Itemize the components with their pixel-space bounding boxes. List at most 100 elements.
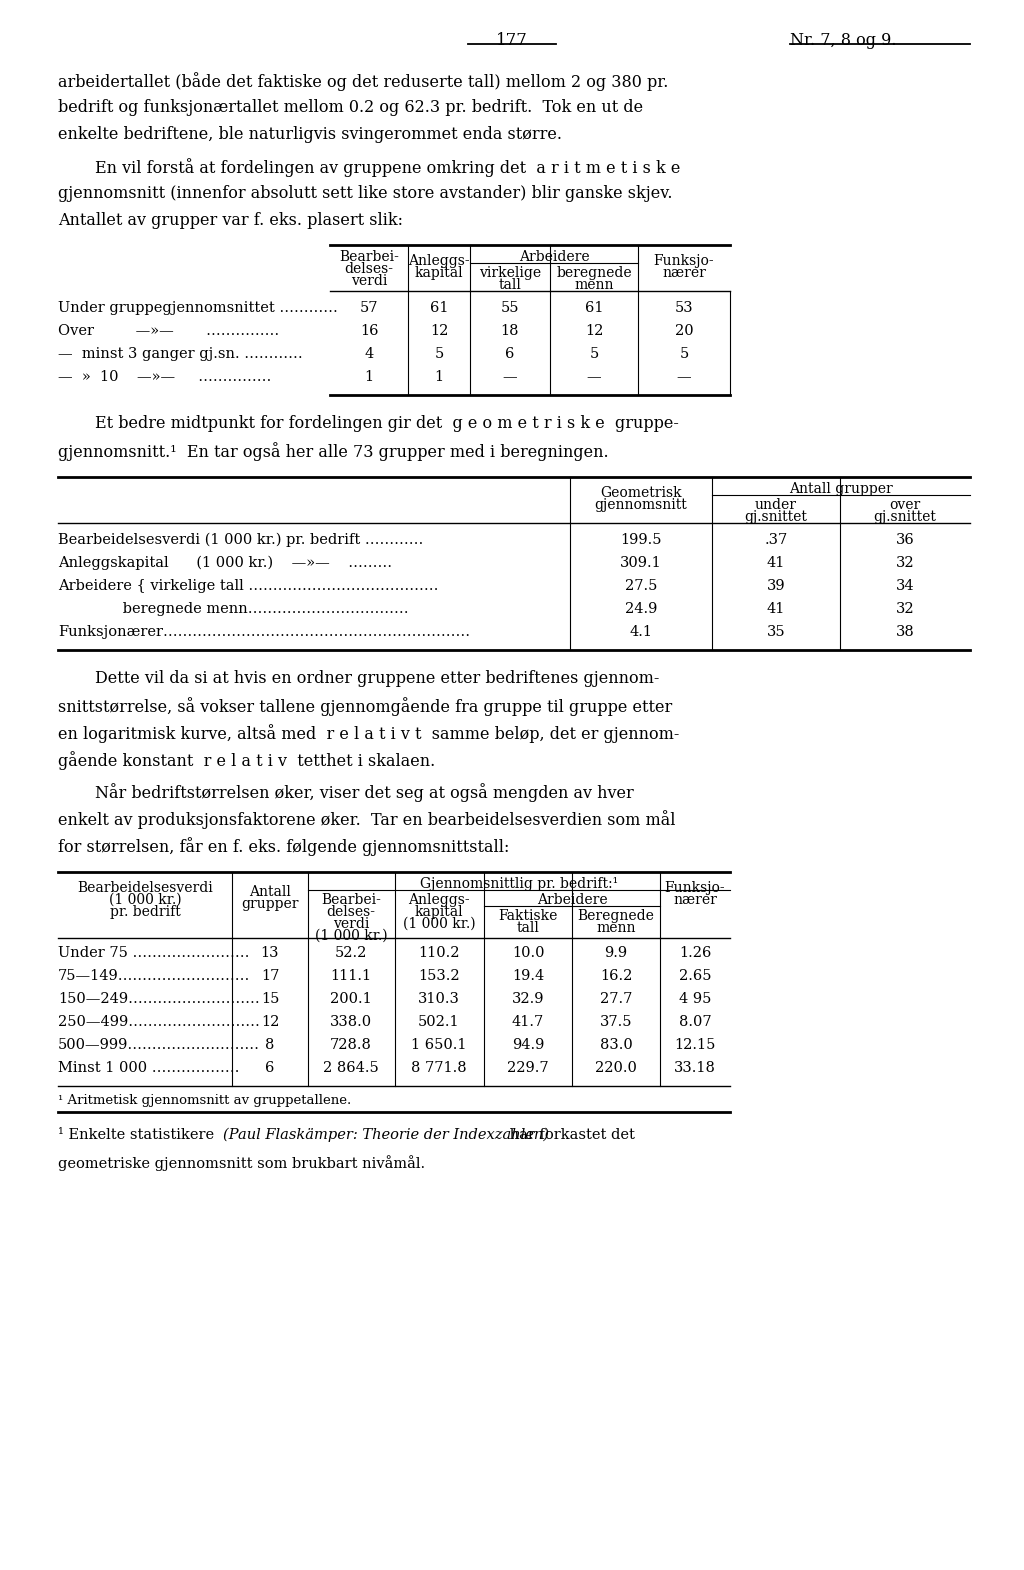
Text: 111.1: 111.1 (331, 969, 372, 983)
Text: 10.0: 10.0 (512, 947, 544, 959)
Text: 41: 41 (767, 601, 785, 615)
Text: 32: 32 (896, 556, 914, 570)
Text: Antallet av grupper var f. eks. plasert slik:: Antallet av grupper var f. eks. plasert … (58, 212, 403, 229)
Text: Minst 1 000 ………………: Minst 1 000 ……………… (58, 1061, 240, 1075)
Text: Over         —»—       ……………: Over —»— …………… (58, 323, 280, 338)
Text: Geometrisk: Geometrisk (600, 487, 682, 499)
Text: 5: 5 (590, 347, 599, 361)
Text: 500—999………………………: 500—999……………………… (58, 1038, 260, 1052)
Text: 177: 177 (496, 31, 528, 49)
Text: 15: 15 (261, 992, 280, 1006)
Text: tall: tall (499, 278, 521, 292)
Text: Dette vil da si at hvis en ordner gruppene etter bedriftenes gjennom-: Dette vil da si at hvis en ordner gruppe… (95, 670, 659, 688)
Text: 8: 8 (265, 1038, 274, 1052)
Text: beregnede menn……………………………: beregnede menn…………………………… (58, 601, 409, 615)
Text: Et bedre midtpunkt for fordelingen gir det  g e o m e t r i s k e  gruppe-: Et bedre midtpunkt for fordelingen gir d… (95, 414, 679, 432)
Text: 18: 18 (501, 323, 519, 338)
Text: under: under (755, 498, 797, 512)
Text: tall: tall (516, 922, 540, 936)
Text: Antall: Antall (249, 885, 291, 900)
Text: for størrelsen, får en f. eks. følgende gjennomsnittstall:: for størrelsen, får en f. eks. følgende … (58, 837, 509, 856)
Text: nærer: nærer (673, 893, 717, 907)
Text: 24.9: 24.9 (625, 601, 657, 615)
Text: gjennomsnitt.¹  En tar også her alle 73 grupper med i beregningen.: gjennomsnitt.¹ En tar også her alle 73 g… (58, 443, 608, 462)
Text: 220.0: 220.0 (595, 1061, 637, 1075)
Text: Når bedriftstørrelsen øker, viser det seg at også mengden av hver: Når bedriftstørrelsen øker, viser det se… (95, 783, 634, 802)
Text: 38: 38 (896, 625, 914, 639)
Text: (Paul Flaskämper: Theorie der Indexzahlen): (Paul Flaskämper: Theorie der Indexzahle… (223, 1127, 549, 1143)
Text: delses-: delses- (327, 904, 376, 918)
Text: Arbeidere { virkelige tall …………………………………: Arbeidere { virkelige tall ………………………………… (58, 579, 438, 593)
Text: gående konstant  r e l a t i v  tetthet i skalaen.: gående konstant r e l a t i v tetthet i … (58, 750, 435, 769)
Text: enkelt av produksjonsfaktorene øker.  Tar en bearbeidelsesverdien som mål: enkelt av produksjonsfaktorene øker. Tar… (58, 810, 676, 829)
Text: 16.2: 16.2 (600, 969, 632, 983)
Text: 20: 20 (675, 323, 693, 338)
Text: enkelte bedriftene, ble naturligvis svingerommet enda større.: enkelte bedriftene, ble naturligvis svin… (58, 126, 562, 143)
Text: 6: 6 (505, 347, 515, 361)
Text: 55: 55 (501, 301, 519, 316)
Text: 27.7: 27.7 (600, 992, 632, 1006)
Text: Under gruppegjennomsnittet …………: Under gruppegjennomsnittet ………… (58, 301, 338, 316)
Text: 5: 5 (679, 347, 688, 361)
Text: 61: 61 (585, 301, 603, 316)
Text: 110.2: 110.2 (418, 947, 460, 959)
Text: Anleggs-: Anleggs- (409, 893, 470, 907)
Text: 150—249………………………: 150—249……………………… (58, 992, 260, 1006)
Text: 57: 57 (359, 301, 378, 316)
Text: 229.7: 229.7 (507, 1061, 549, 1075)
Text: over: over (890, 498, 921, 512)
Text: Faktiske: Faktiske (499, 909, 558, 923)
Text: 338.0: 338.0 (330, 1014, 372, 1028)
Text: beregnede: beregnede (556, 265, 632, 279)
Text: gjennomsnitt (innenfor absolutt sett like store avstander) blir ganske skjev.: gjennomsnitt (innenfor absolutt sett lik… (58, 185, 673, 203)
Text: (1 000 kr.): (1 000 kr.) (109, 893, 181, 907)
Text: 8 771.8: 8 771.8 (412, 1061, 467, 1075)
Text: 309.1: 309.1 (621, 556, 662, 570)
Text: 41: 41 (767, 556, 785, 570)
Text: 12: 12 (261, 1014, 280, 1028)
Text: menn: menn (574, 278, 613, 292)
Text: geometriske gjennomsnitt som brukbart nivåmål.: geometriske gjennomsnitt som brukbart ni… (58, 1156, 425, 1171)
Text: 34: 34 (896, 579, 914, 593)
Text: 35: 35 (767, 625, 785, 639)
Text: pr. bedrift: pr. bedrift (110, 904, 180, 918)
Text: Funksjо-: Funksjо- (665, 881, 725, 895)
Text: 153.2: 153.2 (418, 969, 460, 983)
Text: Nr. 7, 8 og 9.: Nr. 7, 8 og 9. (790, 31, 896, 49)
Text: 83.0: 83.0 (600, 1038, 633, 1052)
Text: 1 650.1: 1 650.1 (412, 1038, 467, 1052)
Text: en logaritmisk kurve, altså med  r e l a t i v t  samme beløp, det er gjennom-: en logaritmisk kurve, altså med r e l a … (58, 724, 679, 743)
Text: (1 000 kr.): (1 000 kr.) (314, 929, 387, 944)
Text: har forkastet det: har forkastet det (505, 1127, 635, 1141)
Text: kapital: kapital (415, 265, 463, 279)
Text: delses-: delses- (344, 262, 393, 276)
Text: ¹ Aritmetisk gjennomsnitt av gruppetallene.: ¹ Aritmetisk gjennomsnitt av gruppetalle… (58, 1094, 351, 1107)
Text: Under 75 ……………………: Under 75 …………………… (58, 947, 250, 959)
Text: 1.26: 1.26 (679, 947, 712, 959)
Text: 32: 32 (896, 601, 914, 615)
Text: 502.1: 502.1 (418, 1014, 460, 1028)
Text: Funksjо-: Funksjо- (653, 254, 715, 268)
Text: 1: 1 (365, 371, 374, 385)
Text: Funksjonærer………………………………………………………: Funksjonærer……………………………………………………… (58, 625, 470, 639)
Text: 17: 17 (261, 969, 280, 983)
Text: 94.9: 94.9 (512, 1038, 544, 1052)
Text: gjennomsnitt: gjennomsnitt (595, 498, 687, 512)
Text: 52.2: 52.2 (335, 947, 368, 959)
Text: 5: 5 (434, 347, 443, 361)
Text: gj.snittet: gj.snittet (744, 510, 808, 524)
Text: 39: 39 (767, 579, 785, 593)
Text: 310.3: 310.3 (418, 992, 460, 1006)
Text: 61: 61 (430, 301, 449, 316)
Text: snittstørrelse, så vokser tallene gjennomgående fra gruppe til gruppe etter: snittstørrelse, så vokser tallene gjenno… (58, 697, 672, 716)
Text: arbeidertallet (både det faktiske og det reduserte tall) mellom 2 og 380 pr.: arbeidertallet (både det faktiske og det… (58, 72, 669, 91)
Text: 4.1: 4.1 (630, 625, 652, 639)
Text: verdi: verdi (351, 275, 387, 287)
Text: 75—149………………………: 75—149……………………… (58, 969, 251, 983)
Text: virkelige: virkelige (479, 265, 541, 279)
Text: 12: 12 (430, 323, 449, 338)
Text: 8.07: 8.07 (679, 1014, 712, 1028)
Text: nærer: nærer (663, 265, 706, 279)
Text: Anleggskapital      (1 000 kr.)    —»—    ………: Anleggskapital (1 000 kr.) —»— ……… (58, 556, 392, 570)
Text: 250—499………………………: 250—499……………………… (58, 1014, 260, 1028)
